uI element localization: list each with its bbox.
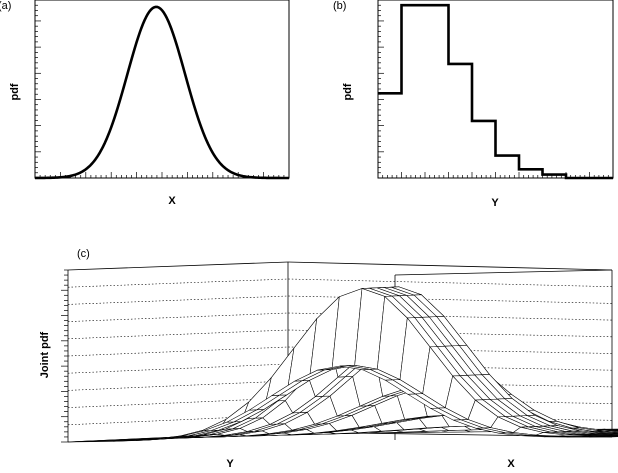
panel-b-ticks [377,0,614,179]
panel-a-ticks [34,0,290,179]
back-gridline [67,278,613,288]
panel-c-xlabel: X [507,458,515,470]
panel-a-ylabel: pdf [9,83,21,100]
box-edge-top-right [287,261,613,271]
panel-b-ylabel: pdf [342,83,354,100]
surface-cell [589,436,618,438]
panel-b: (b) Y pdf [333,0,614,209]
panel-a-xlabel: X [168,195,176,207]
panel-a-gaussian-curve [35,5,290,180]
panel-c-z-ticks [61,269,68,443]
panel-c-surface-mesh [67,286,618,443]
panel-b-histogram-step [378,3,613,180]
box-edge-front-top [394,269,613,276]
panel-a: (a) X pdf [0,0,290,207]
panel-c: (c) Joint pdf Y X [39,248,618,470]
panel-a-frame [34,0,290,179]
panel-a-tag: (a) [0,0,11,12]
panel-b-xlabel: Y [491,197,499,209]
panel-b-tag: (b) [333,0,346,12]
panel-c-tag: (c) [77,248,90,260]
panel-c-zlabel: Joint pdf [39,331,51,378]
panel-c-ylabel: Y [226,458,234,470]
box-edge-top-back [67,261,289,271]
